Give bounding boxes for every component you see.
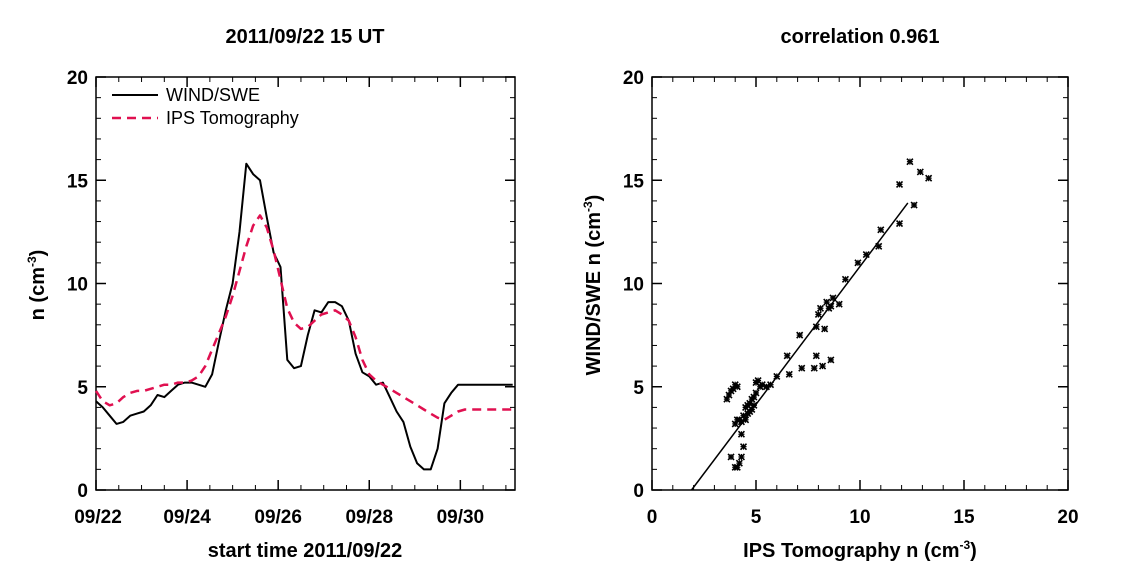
scatter-point <box>810 364 818 372</box>
right-y-axis-label-sup: -3 <box>581 201 595 212</box>
left-x-tick-label: 09/28 <box>345 507 393 528</box>
left-x-tick-label: 09/26 <box>254 507 302 528</box>
left-y-axis-label-close: ) <box>27 250 49 257</box>
left-axis-ticks: 0 5 10 15 20 09/22 09/24 09/26 09/28 09/30 <box>67 68 515 528</box>
right-y-tick-label: 0 <box>633 481 644 502</box>
series-line-wind-swe <box>95 162 513 471</box>
legend: WIND/SWE IPS Tomography <box>112 85 299 128</box>
scatter-point <box>862 251 870 259</box>
left-x-axis-label: start time 2011/09/22 <box>208 540 403 562</box>
left-y-tick-label: 10 <box>67 275 88 296</box>
scatter-point <box>783 352 791 360</box>
right-y-tick-label: 20 <box>623 68 644 89</box>
scatter-point <box>737 430 746 438</box>
scatter-point <box>829 294 837 302</box>
right-y-axis-label: WIND/SWE n (cm-3) <box>581 195 605 376</box>
fit-line-group <box>690 202 909 491</box>
scatter-point <box>785 370 793 378</box>
left-x-tick-label: 09/22 <box>74 507 122 528</box>
scatter-point <box>733 383 741 391</box>
scatter-points-group <box>723 158 933 471</box>
left-chart-title: 2011/09/22 15 UT <box>225 26 384 48</box>
scatter-point <box>835 300 843 308</box>
scatter-point <box>739 443 748 451</box>
scatter-point <box>875 242 883 250</box>
scatter-point <box>735 459 743 467</box>
scatter-point <box>821 325 829 333</box>
right-x-axis-label: IPS Tomography n (cm-3) <box>743 538 977 562</box>
right-axis-ticks: 0 5 10 15 20 0 5 10 15 20 <box>623 68 1079 528</box>
scatter-point <box>841 275 850 283</box>
scatter-point <box>798 364 806 372</box>
scatter-point <box>737 453 746 461</box>
legend-label-wind: WIND/SWE <box>166 85 260 105</box>
right-x-tick-label: 15 <box>953 507 975 528</box>
scatter-point <box>812 352 820 360</box>
right-x-tick-label: 5 <box>751 507 762 528</box>
scatter-point <box>925 174 933 182</box>
scatter-point <box>895 220 904 228</box>
series-line-ips-tomography <box>94 214 513 422</box>
left-y-tick-label: 0 <box>77 481 88 502</box>
scatter-point <box>752 389 760 397</box>
right-x-tick-label: 10 <box>849 507 870 528</box>
scatter-point <box>818 362 827 370</box>
right-plot-frame <box>651 76 1069 491</box>
right-y-axis-label-close: ) <box>583 195 605 202</box>
left-y-tick-label: 20 <box>67 68 88 89</box>
scatter-point <box>766 381 775 389</box>
right-y-axis-label-main: WIND/SWE n (cm <box>583 212 605 375</box>
left-y-tick-label: 5 <box>77 378 88 399</box>
left-x-tick-label: 09/24 <box>163 507 211 528</box>
scatter-point <box>812 323 820 331</box>
scatter-point <box>906 158 914 166</box>
scatter-point <box>916 168 924 176</box>
right-y-tick-label: 15 <box>623 171 645 192</box>
scatter-point <box>796 331 804 339</box>
left-series-group <box>94 162 513 471</box>
scatter-panel: correlation 0.961 0 5 10 15 20 0 5 10 15 20 IPS T… <box>581 26 1079 562</box>
scatter-point <box>727 453 735 461</box>
right-x-axis-label-close: ) <box>970 540 977 562</box>
scatter-point <box>910 201 918 209</box>
right-x-tick-label: 0 <box>647 507 658 528</box>
right-x-axis-label-sup: -3 <box>959 538 970 552</box>
left-y-axis-label-main: n (cm <box>27 267 49 320</box>
time-series-panel: 2011/09/22 15 UT 0 5 10 15 20 09/22 09/24 09/26… <box>25 26 516 562</box>
regression-fit-line <box>690 202 909 491</box>
left-plot-frame <box>95 76 516 491</box>
scatter-point <box>816 304 825 312</box>
legend-label-ips: IPS Tomography <box>166 108 299 128</box>
scatter-point <box>854 259 862 267</box>
right-x-axis-label-main: IPS Tomography n (cm <box>743 540 959 562</box>
right-chart-title: correlation 0.961 <box>781 26 940 48</box>
left-y-tick-label: 15 <box>67 171 89 192</box>
right-y-tick-label: 10 <box>623 275 644 296</box>
scatter-point <box>750 401 758 409</box>
left-y-axis-label-sup: -3 <box>25 256 39 267</box>
left-y-axis-label: n (cm-3) <box>25 250 49 321</box>
scatter-point <box>742 416 750 424</box>
scatter-point <box>773 372 781 380</box>
right-y-tick-label: 5 <box>633 378 644 399</box>
right-x-tick-label: 20 <box>1057 507 1078 528</box>
scatter-point <box>827 302 835 310</box>
scatter-point <box>895 180 904 188</box>
scatter-point <box>814 310 822 319</box>
scatter-point <box>877 226 885 234</box>
left-x-tick-label: 09/30 <box>437 507 485 528</box>
scatter-point <box>827 356 835 364</box>
